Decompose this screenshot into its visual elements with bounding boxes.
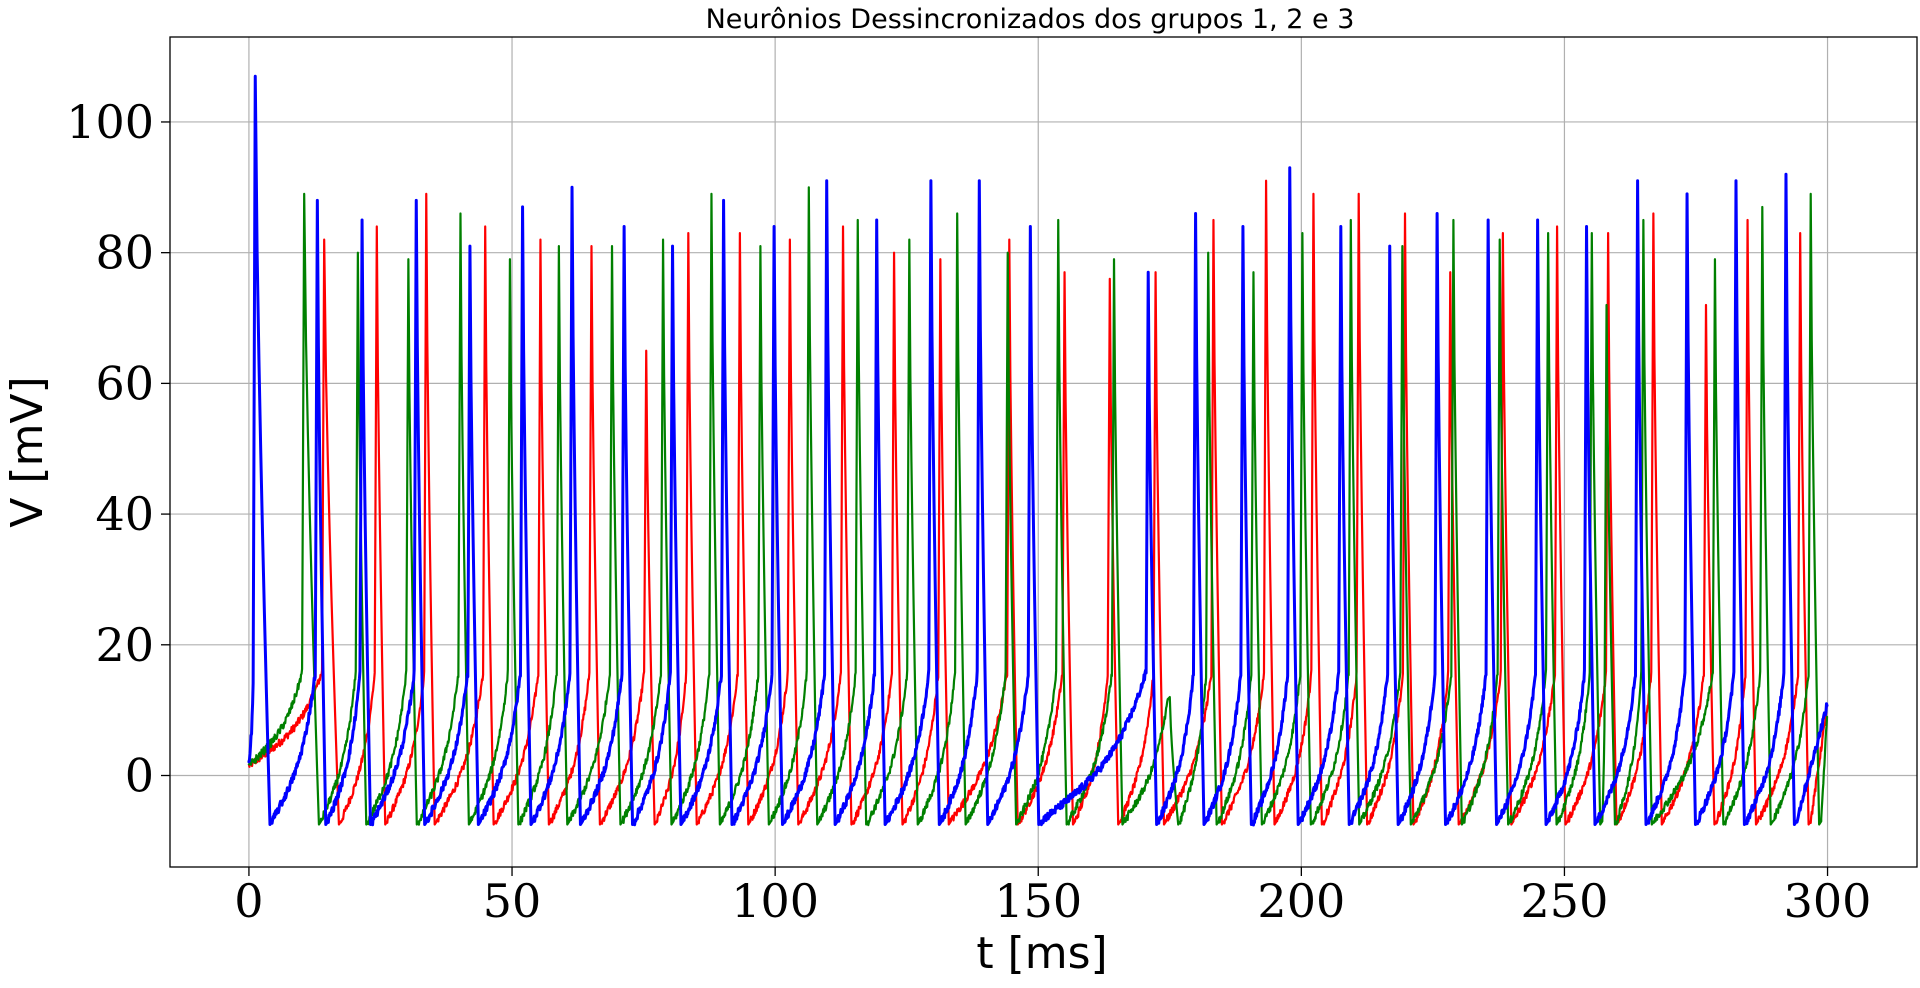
y-tick-label-4: 80: [95, 226, 154, 280]
x-axis-label: t [ms]: [976, 928, 1107, 979]
y-tick-label-3: 60: [95, 356, 154, 410]
x-tick-label-5: 250: [1521, 874, 1609, 928]
x-tick-label-4: 200: [1257, 874, 1345, 928]
ticks: 0 50 100 150 200 250 300 0 20 40 60 80 100: [66, 95, 1871, 928]
y-tick-label-1: 20: [95, 618, 154, 672]
series-line-1: [247, 186, 1829, 827]
series-line-0: [247, 179, 1829, 826]
series-line-2: [247, 74, 1829, 827]
x-tick-label-6: 300: [1784, 874, 1872, 928]
plot-frame: [169, 36, 1918, 868]
x-tick-label-3: 150: [994, 874, 1082, 928]
y-tick-label-0: 0: [125, 749, 154, 803]
x-tick-label-2: 100: [731, 874, 819, 928]
x-tick-label-1: 50: [483, 874, 542, 928]
y-axis-label: V [mV]: [2, 376, 53, 527]
chart-title: Neurônios Dessincronizados dos grupos 1,…: [706, 4, 1355, 35]
traces: [247, 74, 1829, 827]
y-tick-label-2: 40: [95, 487, 154, 541]
x-tick-label-0: 0: [234, 874, 263, 928]
y-tick-label-5: 100: [66, 95, 154, 149]
